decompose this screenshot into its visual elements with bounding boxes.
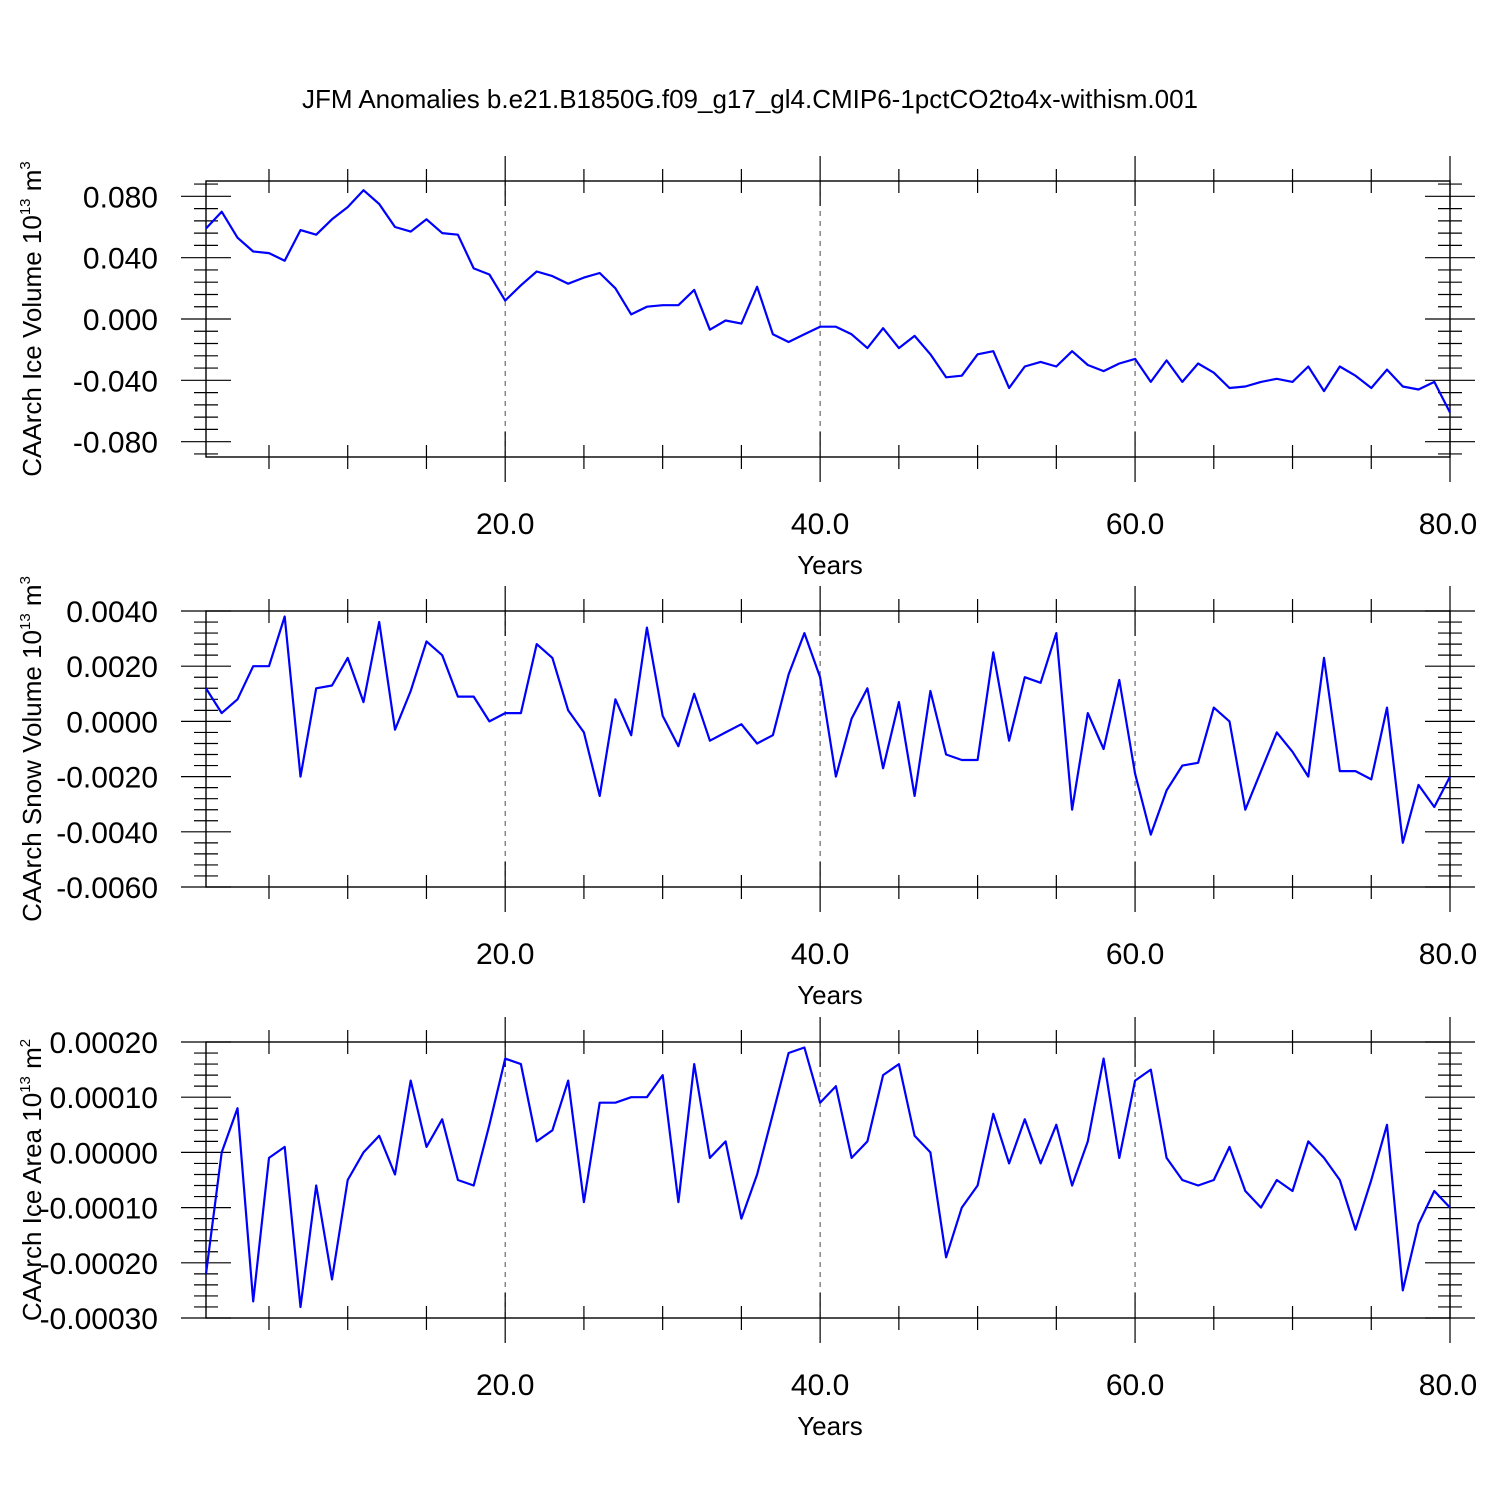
- y-tick-label: -0.040: [73, 365, 158, 398]
- panel-ice-area: 20.0 40.0 60.0 80.0 Years 0.00020 0.00010 0.000…: [17, 1017, 1477, 1441]
- panel-snow-volume: 20.0 40.0 60.0 80.0 Years 0.0040 0.0020 0.0000 -…: [17, 576, 1477, 1010]
- y-axis-title-exponent: 13: [17, 613, 34, 630]
- x-tick-label: 80.0: [1419, 938, 1477, 971]
- y-tick-label: -0.00010: [40, 1193, 158, 1226]
- y-axis-title-unit-exponent: 3: [17, 161, 34, 169]
- x-tick-label: 20.0: [476, 508, 534, 541]
- y-tick-label: 0.00020: [50, 1027, 158, 1060]
- series-line: [204, 1046, 1451, 1309]
- y-axis-title-unit: m: [17, 1047, 47, 1076]
- y-axis-title: CAArch Ice Area 1013 m2: [17, 1039, 47, 1321]
- y-tick-label: 0.080: [83, 181, 158, 214]
- y-tick-label: 0.00010: [50, 1082, 158, 1115]
- x-tick-label: 60.0: [1106, 508, 1164, 541]
- y-tick-label: -0.0060: [56, 872, 158, 905]
- x-tick-label: 80.0: [1419, 508, 1477, 541]
- y-axis-title-unit: m: [17, 584, 47, 613]
- x-axis-title: Years: [797, 980, 863, 1010]
- series-line: [205, 189, 1451, 414]
- y-tick-label: 0.00000: [50, 1137, 158, 1170]
- y-tick-label: -0.0040: [56, 817, 158, 850]
- y-tick-label: -0.00020: [40, 1248, 158, 1281]
- y-tick-label: 0.0020: [66, 651, 158, 684]
- y-tick-label: 0.0000: [66, 706, 158, 739]
- x-tick-label: 40.0: [791, 1369, 849, 1402]
- y-axis-title-unit-exponent: 3: [17, 576, 34, 584]
- x-tick-label: 60.0: [1106, 938, 1164, 971]
- y-tick-label: 0.040: [83, 243, 158, 276]
- series-line: [205, 615, 1451, 844]
- panel-ice-volume: 20.0 40.0 60.0 80.0 Years 0.080 0.040 0.000 -0.0…: [17, 156, 1477, 580]
- y-tick-label: 0.000: [83, 304, 158, 337]
- x-tick-label: 80.0: [1419, 1369, 1477, 1402]
- x-tick-label: 60.0: [1106, 1369, 1164, 1402]
- x-tick-label: 40.0: [791, 938, 849, 971]
- x-axis-title: Years: [797, 550, 863, 580]
- x-tick-label: 20.0: [476, 938, 534, 971]
- y-axis-title: CAArch Snow Volume 1013 m3: [17, 576, 47, 922]
- y-axis-title-unit-exponent: 2: [17, 1039, 34, 1047]
- plot-frame: [205, 610, 1451, 888]
- y-axis-title-exponent: 13: [17, 198, 34, 215]
- y-axis-title-main: CAArch Snow Volume 10: [17, 630, 47, 922]
- plot-frame: [205, 1041, 1451, 1319]
- y-tick-label: -0.0020: [56, 762, 158, 795]
- y-axis-title-main: CAArch Ice Volume 10: [17, 215, 47, 477]
- x-tick-label: 40.0: [791, 508, 849, 541]
- x-tick-label: 20.0: [476, 1369, 534, 1402]
- y-axis-title-exponent: 13: [17, 1076, 34, 1093]
- y-axis-title-main: CAArch Ice Area 10: [17, 1093, 47, 1321]
- y-tick-label: -0.080: [73, 427, 158, 460]
- y-axis-title: CAArch Ice Volume 1013 m3: [17, 161, 47, 477]
- x-axis-title: Years: [797, 1411, 863, 1441]
- chart-title: JFM Anomalies b.e21.B1850G.f09_g17_gl4.C…: [302, 84, 1198, 114]
- y-tick-label: 0.0040: [66, 596, 158, 629]
- y-axis-title-unit: m: [17, 170, 47, 199]
- y-tick-label: -0.00030: [40, 1303, 158, 1336]
